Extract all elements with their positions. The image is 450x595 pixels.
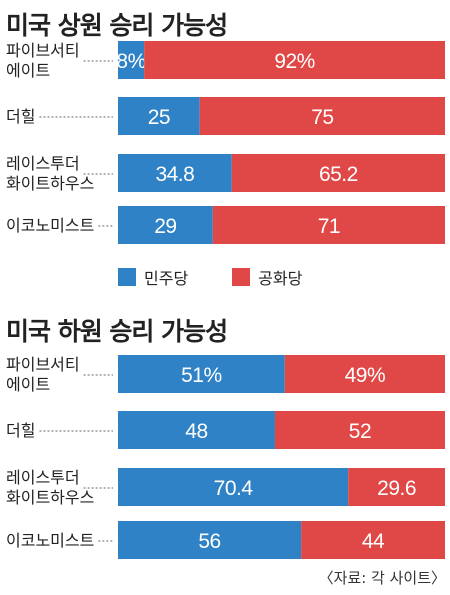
category-label: 화이트하우스	[6, 488, 94, 507]
category-label: 이코노미스트	[6, 216, 94, 235]
bar-republican	[212, 206, 445, 244]
bar-republican	[144, 41, 445, 79]
data-label-democrat: 34.8	[155, 163, 194, 186]
bar-republican	[301, 521, 445, 559]
legend-label-democrat: 민주당	[144, 269, 189, 288]
category-label: 이코노미스트	[6, 531, 94, 550]
bar-democrat	[118, 355, 285, 393]
data-label-democrat: 29	[154, 215, 176, 238]
data-label-democrat: 8%	[116, 50, 145, 73]
data-label-democrat: 25	[148, 106, 170, 129]
category-label: 에이트	[6, 375, 50, 394]
data-label-republican: 52	[349, 420, 371, 443]
bar-republican	[284, 355, 445, 393]
category-label: 레이스투더	[6, 468, 80, 487]
legend-item-democrat: 민주당	[118, 265, 188, 289]
bar-democrat	[118, 206, 213, 244]
data-label-republican: 44	[362, 530, 385, 553]
data-label-democrat: 48	[185, 420, 207, 443]
data-label-republican: 65.2	[319, 163, 358, 186]
bar-democrat	[118, 468, 349, 506]
category-label: 화이트하우스	[6, 174, 94, 193]
bar-republican	[274, 411, 445, 449]
data-label-republican: 75	[311, 106, 333, 129]
data-label-democrat: 56	[198, 530, 220, 553]
bar-democrat	[118, 154, 232, 192]
category-label: 더힐	[6, 107, 35, 126]
data-label-democrat: 70.4	[214, 477, 254, 500]
data-label-republican: 92%	[274, 50, 315, 73]
data-label-republican: 71	[318, 215, 340, 238]
legend-swatch-democrat	[118, 268, 136, 286]
bar-democrat	[118, 97, 200, 135]
bar-democrat	[118, 521, 302, 559]
category-label: 에이트	[6, 61, 50, 80]
category-label: 파이브서티	[6, 41, 80, 60]
bar-democrat	[118, 41, 145, 79]
bar-republican	[231, 154, 445, 192]
senate-chart-title: 미국 상원 승리 가능성	[6, 11, 228, 40]
house-chart-title: 미국 하원 승리 가능성	[6, 317, 228, 346]
source-note: 〈자료: 각 사이트〉	[318, 569, 446, 587]
legend-swatch-republican	[232, 268, 251, 286]
bar-republican	[199, 97, 445, 135]
category-label: 파이브서티	[6, 355, 80, 374]
data-label-republican: 49%	[345, 364, 386, 387]
data-label-democrat: 51%	[181, 364, 222, 387]
bar-republican	[348, 468, 445, 506]
category-label: 레이스투더	[6, 154, 80, 173]
legend: 민주당 공화당	[118, 266, 302, 288]
bar-democrat	[118, 411, 275, 449]
legend-label-republican: 공화당	[258, 269, 303, 288]
category-label: 더힐	[6, 421, 35, 440]
legend-item-republican: 공화당	[232, 265, 302, 289]
data-label-republican: 29.6	[377, 477, 416, 500]
